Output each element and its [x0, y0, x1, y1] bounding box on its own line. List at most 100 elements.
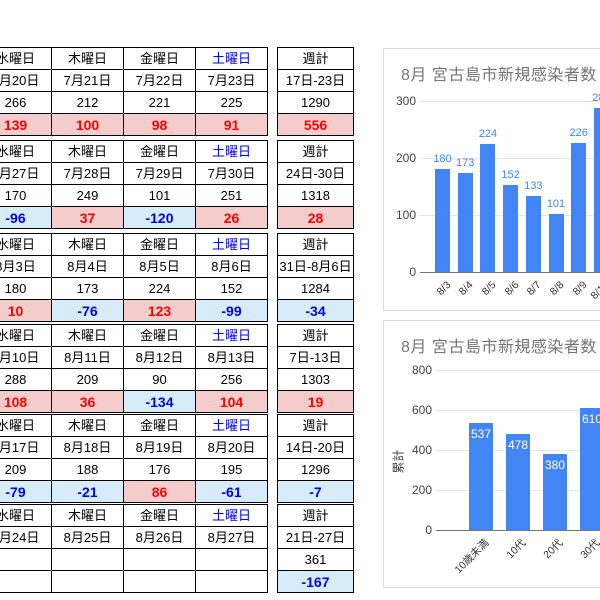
day-over-day-diff-cell[interactable]: -79	[0, 481, 52, 503]
date-cell[interactable]: 7月20日	[0, 70, 52, 92]
day-over-day-diff-cell[interactable]: 36	[52, 391, 124, 413]
date-cell[interactable]: 8月18日	[52, 437, 124, 459]
day-header-cell[interactable]: 水曜日	[0, 141, 52, 163]
date-cell[interactable]: 7月22日	[124, 70, 196, 92]
day-header-cell[interactable]: 木曜日	[52, 234, 124, 256]
week-total-header-cell[interactable]: 週計	[278, 48, 354, 70]
date-cell[interactable]: 7月30日	[196, 163, 268, 185]
day-header-cell[interactable]: 金曜日	[124, 234, 196, 256]
daily-count-cell[interactable]: 170	[0, 185, 52, 207]
day-over-day-diff-cell[interactable]: -61	[196, 481, 268, 503]
week-total-cell[interactable]: 1284	[278, 278, 354, 300]
daily-count-cell[interactable]: 225	[196, 92, 268, 114]
daily-count-cell[interactable]: 173	[52, 278, 124, 300]
day-over-day-diff-cell[interactable]: -134	[124, 391, 196, 413]
date-cell[interactable]: 8月17日	[0, 437, 52, 459]
date-cell[interactable]: 8月4日	[52, 256, 124, 278]
daily-cases-chart-panel[interactable]: 8月 宮古島市新規感染者数 300 200 100 0 180 8/3 173 8/4 224 8…	[383, 48, 600, 311]
day-over-day-diff-cell[interactable]: 10	[0, 300, 52, 322]
week-range-cell[interactable]: 7日-13日	[278, 347, 354, 369]
date-cell[interactable]: 8月19日	[124, 437, 196, 459]
day-over-day-diff-cell[interactable]	[52, 571, 124, 593]
date-cell[interactable]: 8月24日	[0, 527, 52, 549]
week-range-cell[interactable]: 31日-8月6日	[278, 256, 354, 278]
day-header-cell[interactable]: 木曜日	[52, 505, 124, 527]
day-over-day-diff-cell[interactable]: -76	[52, 300, 124, 322]
date-cell[interactable]: 8月3日	[0, 256, 52, 278]
date-cell[interactable]: 7月29日	[124, 163, 196, 185]
day-header-cell[interactable]: 水曜日	[0, 415, 52, 437]
day-over-day-diff-cell[interactable]: -99	[196, 300, 268, 322]
date-cell[interactable]: 8月10日	[0, 347, 52, 369]
week-diff-cell[interactable]: 19	[278, 391, 354, 413]
day-over-day-diff-cell[interactable]: 98	[124, 114, 196, 136]
day-over-day-diff-cell[interactable]: 123	[124, 300, 196, 322]
day-over-day-diff-cell[interactable]: 91	[196, 114, 268, 136]
day-over-day-diff-cell[interactable]	[196, 571, 268, 593]
day-over-day-diff-cell[interactable]: 108	[0, 391, 52, 413]
day-over-day-diff-cell[interactable]: -21	[52, 481, 124, 503]
day-header-cell[interactable]: 金曜日	[124, 48, 196, 70]
daily-count-cell[interactable]: 209	[52, 369, 124, 391]
day-header-cell[interactable]: 木曜日	[52, 325, 124, 347]
week-total-header-cell[interactable]: 週計	[278, 325, 354, 347]
week-total-header-cell[interactable]: 週計	[278, 234, 354, 256]
date-cell[interactable]: 8月13日	[196, 347, 268, 369]
day-over-day-diff-cell[interactable]: 37	[52, 207, 124, 229]
daily-count-cell[interactable]: 101	[124, 185, 196, 207]
daily-count-cell[interactable]: 212	[52, 92, 124, 114]
day-over-day-diff-cell[interactable]: 104	[196, 391, 268, 413]
daily-count-cell[interactable]: 195	[196, 459, 268, 481]
week-range-cell[interactable]: 24日-30日	[278, 163, 354, 185]
day-header-cell[interactable]: 土曜日	[196, 325, 268, 347]
day-header-cell[interactable]: 金曜日	[124, 325, 196, 347]
daily-count-cell[interactable]: 176	[124, 459, 196, 481]
daily-count-cell[interactable]: 288	[0, 369, 52, 391]
week-range-cell[interactable]: 21日-27日	[278, 527, 354, 549]
week-total-header-cell[interactable]: 週計	[278, 415, 354, 437]
day-over-day-diff-cell[interactable]	[0, 571, 52, 593]
day-header-cell[interactable]: 土曜日	[196, 415, 268, 437]
week-diff-cell[interactable]: -167	[278, 571, 354, 593]
week-total-cell[interactable]: 361	[278, 549, 354, 571]
day-over-day-diff-cell[interactable]: 26	[196, 207, 268, 229]
date-cell[interactable]: 8月20日	[196, 437, 268, 459]
daily-count-cell[interactable]	[124, 549, 196, 571]
daily-count-cell[interactable]: 90	[124, 369, 196, 391]
daily-count-cell[interactable]: 152	[196, 278, 268, 300]
day-header-cell[interactable]: 土曜日	[196, 505, 268, 527]
day-header-cell[interactable]: 水曜日	[0, 48, 52, 70]
daily-count-cell[interactable]	[52, 549, 124, 571]
daily-count-cell[interactable]: 251	[196, 185, 268, 207]
day-header-cell[interactable]: 水曜日	[0, 505, 52, 527]
date-cell[interactable]: 8月12日	[124, 347, 196, 369]
day-over-day-diff-cell[interactable]: 86	[124, 481, 196, 503]
day-over-day-diff-cell[interactable]: 139	[0, 114, 52, 136]
week-total-cell[interactable]: 1296	[278, 459, 354, 481]
daily-count-cell[interactable]: 209	[0, 459, 52, 481]
date-cell[interactable]: 8月25日	[52, 527, 124, 549]
day-header-cell[interactable]: 水曜日	[0, 325, 52, 347]
day-header-cell[interactable]: 木曜日	[52, 141, 124, 163]
date-cell[interactable]: 8月11日	[52, 347, 124, 369]
day-over-day-diff-cell[interactable]: 100	[52, 114, 124, 136]
day-over-day-diff-cell[interactable]	[124, 571, 196, 593]
week-total-header-cell[interactable]: 週計	[278, 141, 354, 163]
day-header-cell[interactable]: 土曜日	[196, 48, 268, 70]
week-diff-cell[interactable]: -34	[278, 300, 354, 322]
week-diff-cell[interactable]: -7	[278, 481, 354, 503]
daily-count-cell[interactable]: 266	[0, 92, 52, 114]
daily-count-cell[interactable]	[196, 549, 268, 571]
date-cell[interactable]: 7月23日	[196, 70, 268, 92]
cumulative-by-age-chart-panel[interactable]: 8月 宮古島市新規感染者数 累計 800 600 400 200 0 537 10歳未満 47…	[383, 320, 600, 588]
day-header-cell[interactable]: 金曜日	[124, 141, 196, 163]
day-header-cell[interactable]: 木曜日	[52, 415, 124, 437]
week-diff-cell[interactable]: 28	[278, 207, 354, 229]
day-header-cell[interactable]: 水曜日	[0, 234, 52, 256]
date-cell[interactable]: 8月5日	[124, 256, 196, 278]
daily-count-cell[interactable]	[0, 549, 52, 571]
daily-count-cell[interactable]: 256	[196, 369, 268, 391]
date-cell[interactable]: 7月21日	[52, 70, 124, 92]
date-cell[interactable]: 7月27日	[0, 163, 52, 185]
day-header-cell[interactable]: 土曜日	[196, 234, 268, 256]
